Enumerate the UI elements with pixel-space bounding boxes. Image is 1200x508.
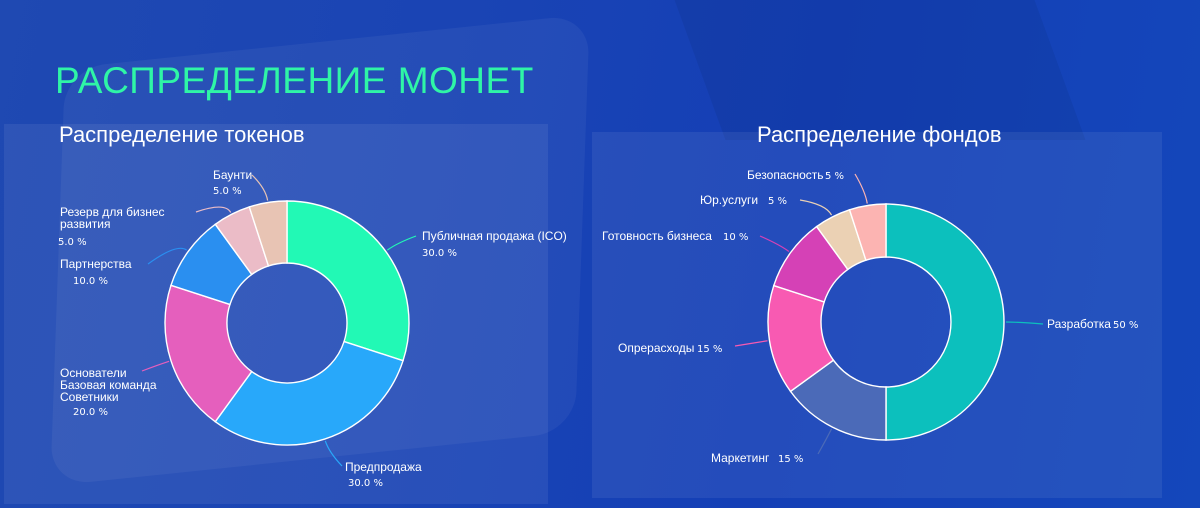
slice-label: Безопасность bbox=[747, 168, 824, 182]
donut-slice bbox=[214, 340, 404, 446]
slice-value-label: 10.0 % bbox=[73, 276, 108, 287]
donut-slice bbox=[286, 200, 410, 362]
slice-value-label: 50 % bbox=[1113, 320, 1138, 331]
slice-value-label: 30.0 % bbox=[348, 478, 383, 489]
slice-value-label: 5.0 % bbox=[213, 186, 242, 197]
slice-value-label: 20.0 % bbox=[73, 407, 108, 418]
leader-line bbox=[386, 235, 417, 251]
page-title: РАСПРЕДЕЛЕНИЕ МОНЕТ bbox=[55, 60, 534, 101]
leader-line bbox=[147, 247, 188, 265]
leader-line bbox=[1005, 321, 1044, 325]
slice-label: Опрерасходы bbox=[618, 341, 694, 355]
donut-slice bbox=[164, 284, 253, 423]
slice-label: Баунти bbox=[213, 168, 252, 182]
funds-chart-title: Распределение фондов bbox=[757, 122, 1002, 147]
slice-label: Основатели Базовая команда Советники bbox=[60, 366, 157, 404]
leader-line bbox=[817, 428, 833, 455]
leader-line bbox=[854, 173, 868, 204]
slice-label: Партнерства bbox=[60, 257, 132, 271]
slice-label: Предпродажа bbox=[345, 460, 422, 474]
slice-value-label: 5 % bbox=[768, 196, 787, 207]
leader-line bbox=[195, 206, 232, 213]
donut-slice bbox=[885, 203, 1005, 441]
slice-value-label: 30.0 % bbox=[422, 248, 457, 259]
slice-value-label: 5.0 % bbox=[58, 237, 87, 248]
tokens-donut: Публичная продажа (ICO) 30.0 % Предпродажа… bbox=[58, 168, 567, 489]
slice-label: Юр.услуги bbox=[700, 193, 758, 207]
slice-value-label: 10 % bbox=[723, 232, 748, 243]
donut-slice bbox=[848, 203, 887, 262]
slice-value-label: 5 % bbox=[825, 171, 844, 182]
tokens-chart-title: Распределение токенов bbox=[59, 122, 305, 147]
slice-label: Разработка bbox=[1047, 317, 1111, 331]
funds-donut: Разработка 50 %Маркетинг 15 %Опрерасходы 15… bbox=[602, 168, 1138, 465]
donut-slice bbox=[248, 200, 288, 267]
leader-line bbox=[251, 174, 269, 201]
slice-label: Публичная продажа (ICO) bbox=[422, 229, 567, 243]
leader-line bbox=[141, 360, 170, 372]
slice-value-label: 15 % bbox=[778, 454, 803, 465]
slice-label: Резерв для бизнес развития bbox=[60, 205, 165, 231]
slice-label: Маркетинг bbox=[711, 451, 770, 465]
leader-line bbox=[799, 199, 833, 216]
slice-value-label: 15 % bbox=[697, 344, 722, 355]
leader-line bbox=[324, 440, 343, 467]
leader-line bbox=[759, 235, 790, 252]
leader-line bbox=[734, 340, 768, 347]
slice-label: Готовность бизнеса bbox=[602, 229, 712, 243]
